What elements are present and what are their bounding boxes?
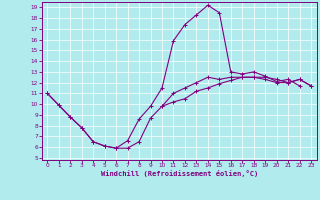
X-axis label: Windchill (Refroidissement éolien,°C): Windchill (Refroidissement éolien,°C) (100, 170, 258, 177)
